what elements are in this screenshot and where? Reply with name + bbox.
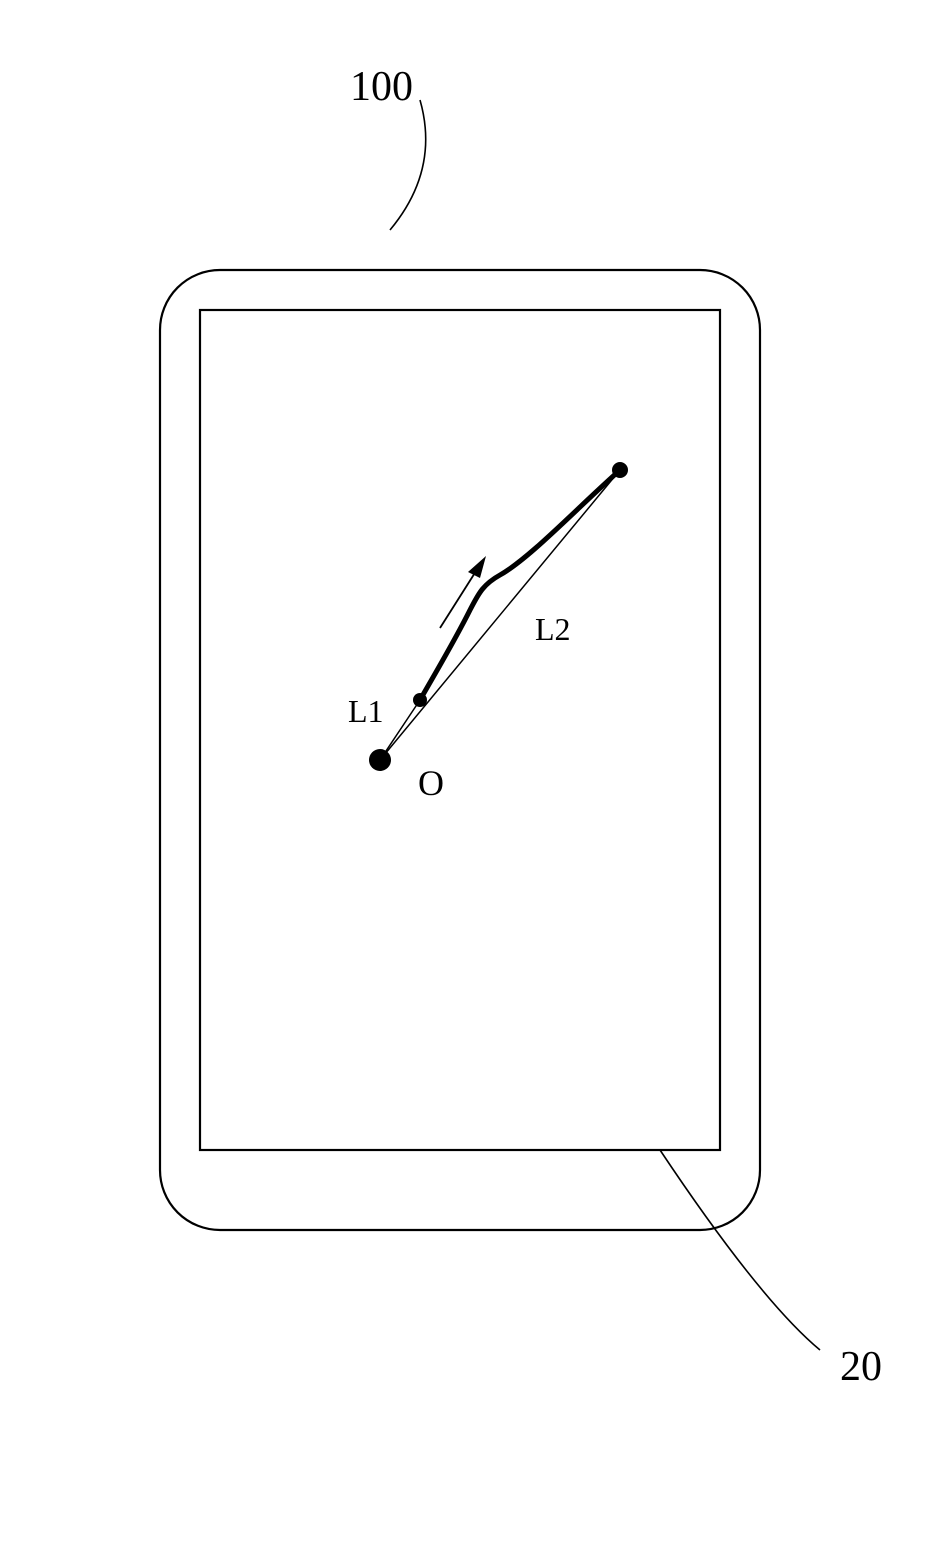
direction-arrow-shaft xyxy=(440,568,478,628)
point-L1-dot xyxy=(413,693,427,707)
L1-label: L1 xyxy=(348,693,384,729)
L2-label: L2 xyxy=(535,611,571,647)
direction-arrow-head xyxy=(468,556,486,578)
reference-label-100: 100 xyxy=(350,64,413,110)
device-screen xyxy=(200,310,720,1150)
reference-label-20: 20 xyxy=(840,1344,882,1390)
leader-arc-100 xyxy=(390,100,426,230)
point-L2-dot xyxy=(612,462,628,478)
line-L2 xyxy=(380,470,620,760)
gesture-path xyxy=(420,470,620,700)
origin-dot xyxy=(369,749,391,771)
origin-label: O xyxy=(418,763,444,803)
leader-arc-20 xyxy=(660,1150,820,1350)
device-body xyxy=(160,270,760,1230)
